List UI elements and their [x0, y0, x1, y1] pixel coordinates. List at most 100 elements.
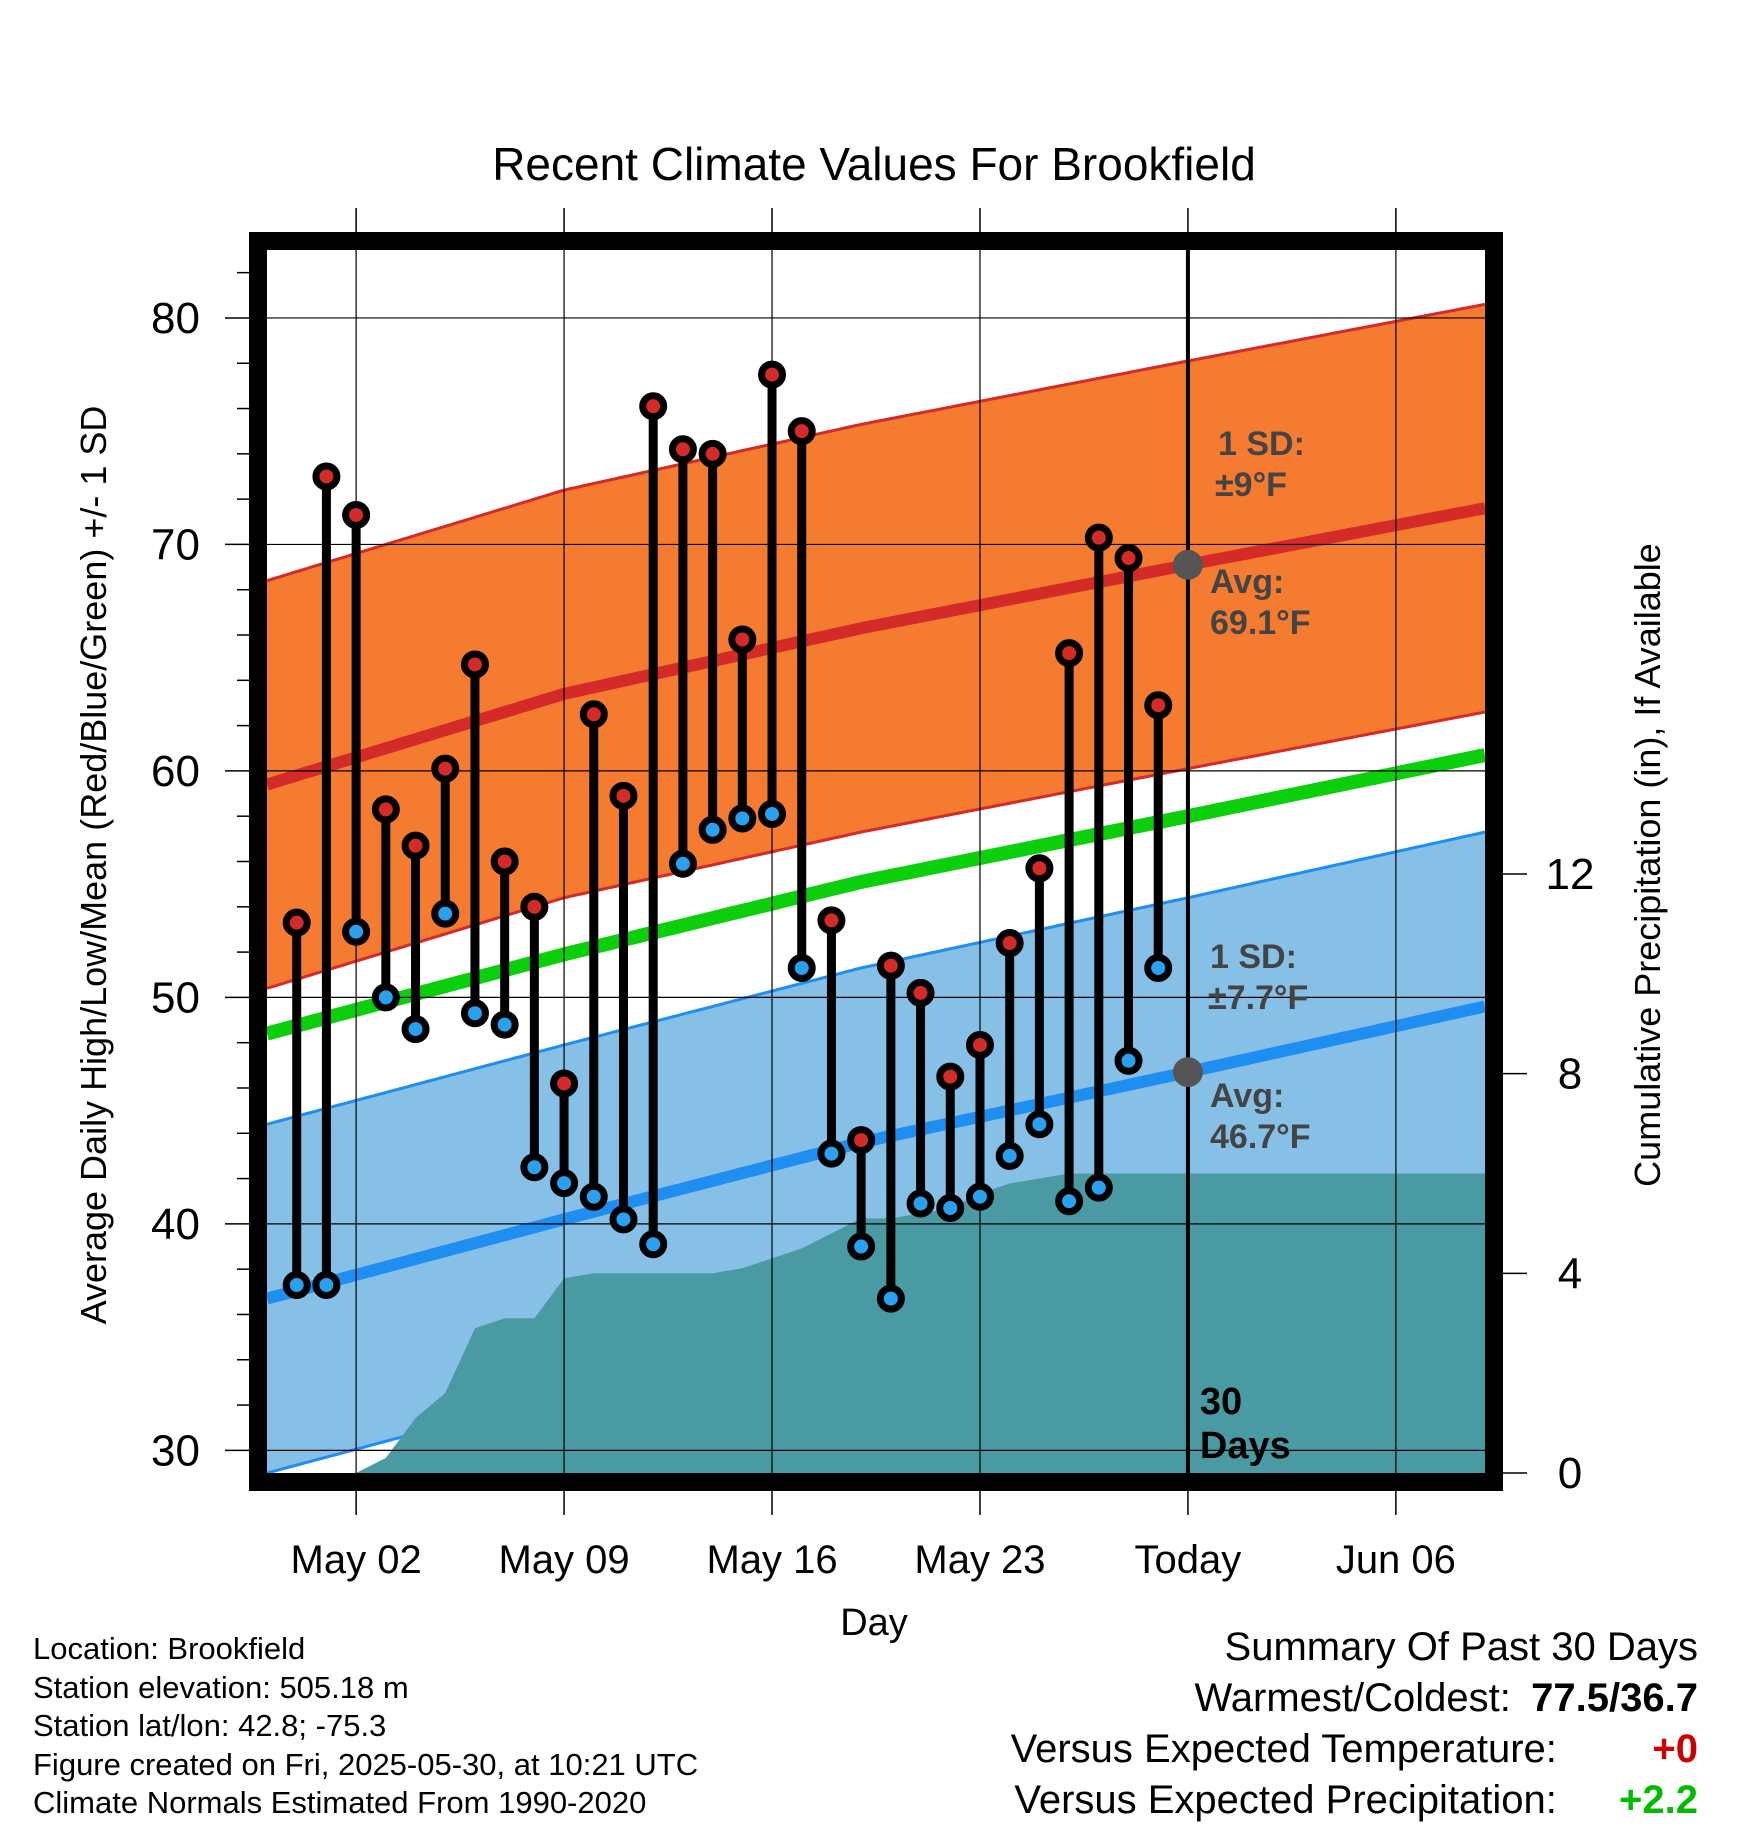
low-sd-value: ±7.7°F [1208, 979, 1308, 1017]
low-point [1084, 1173, 1113, 1202]
warm-cold-value: 77.5/36.7 [1531, 1676, 1698, 1720]
low-point [965, 1182, 994, 1211]
high-point [787, 417, 816, 446]
low-point [342, 917, 371, 946]
warm-cold-label: Warmest/Coldest: [1194, 1676, 1511, 1720]
high-point [1025, 854, 1054, 883]
low-point [817, 1139, 846, 1168]
low-point [609, 1205, 638, 1234]
low-point [936, 1194, 965, 1223]
summary-precip: Versus Expected Precipitation: +2.2 [1011, 1775, 1698, 1826]
low-avg-label: Avg: [1210, 1077, 1284, 1115]
low-point [995, 1141, 1024, 1170]
temp-value: +0 [1652, 1727, 1698, 1771]
summary-title: Summary Of Past 30 Days [1224, 1625, 1698, 1669]
low-avg-line [267, 1000, 1485, 1305]
y-tick-label: 50 [151, 973, 200, 1022]
y2-tick-label: 4 [1558, 1249, 1582, 1298]
low-avg-value: 46.7°F [1210, 1118, 1311, 1156]
y2-tick-label: 8 [1558, 1050, 1582, 1099]
high-point [668, 435, 697, 464]
high-point [342, 500, 371, 529]
x-tick-label: May 09 [498, 1538, 629, 1582]
high-avg-value: 69.1°F [1210, 604, 1311, 642]
high-point [728, 625, 757, 654]
high-avg-label: Avg: [1210, 563, 1284, 601]
high-point [936, 1062, 965, 1091]
x-tick-label: Jun 06 [1336, 1538, 1456, 1582]
low-point [460, 999, 489, 1028]
y-tick-label: 60 [151, 747, 200, 796]
high-point [1084, 523, 1113, 552]
low-point [787, 953, 816, 982]
x-tick-label: May 16 [706, 1538, 837, 1582]
high-point [282, 908, 311, 937]
high-point [401, 831, 430, 860]
today-high-avg-marker [1172, 549, 1203, 580]
high-point [847, 1126, 876, 1155]
high-point [639, 392, 668, 421]
high-point [371, 795, 400, 824]
low-point [371, 983, 400, 1012]
today-days-label-line: Days [1200, 1425, 1291, 1467]
y2-tick-label: 0 [1558, 1449, 1582, 1498]
low-point [1144, 953, 1173, 982]
high-point [1144, 691, 1173, 720]
normals-text: Climate Normals Estimated From 1990-2020 [33, 1785, 647, 1820]
summary-temp: Versus Expected Temperature: +0 [1011, 1724, 1698, 1775]
low-point [431, 899, 460, 928]
precip-value: +2.2 [1619, 1778, 1698, 1822]
plot-frame [249, 232, 1503, 1491]
low-point [1114, 1046, 1143, 1075]
low-point [490, 1010, 519, 1039]
low-sd-label: 1 SD: [1210, 938, 1297, 976]
x-tick-label: May 02 [291, 1538, 422, 1582]
low-point [906, 1189, 935, 1218]
chart-title: Recent Climate Values For Brookfield [492, 138, 1256, 190]
high-avg-line [267, 502, 1485, 791]
low-point [876, 1284, 905, 1313]
low-point [550, 1169, 579, 1198]
high-point [550, 1069, 579, 1098]
y-tick-label: 80 [151, 294, 200, 343]
high-sd-value: ±9°F [1215, 466, 1287, 504]
high-point [1055, 639, 1084, 668]
high-point [431, 754, 460, 783]
high-sd-band [267, 304, 1485, 989]
high-point [758, 360, 787, 389]
high-point [817, 906, 846, 935]
high-point [520, 892, 549, 921]
high-sd-label: 1 SD: [1218, 425, 1305, 463]
mean-avg-line [267, 748, 1485, 1041]
high-point [312, 462, 341, 491]
elevation-text: Station elevation: 505.18 m [33, 1669, 409, 1705]
temp-label: Versus Expected Temperature: [1010, 1727, 1557, 1771]
high-point [965, 1030, 994, 1059]
low-point [520, 1153, 549, 1182]
y2-tick-label: 12 [1546, 850, 1595, 899]
x-tick-label: May 23 [914, 1538, 1045, 1582]
location-text: Location: Brookfield [33, 1631, 306, 1666]
summary-panel: Summary Of Past 30 Days Warmest/Coldest:… [1011, 1622, 1698, 1826]
low-point [728, 804, 757, 833]
low-point [282, 1271, 311, 1300]
precip-area [326, 1173, 1485, 1473]
high-band-lower-edge [267, 710, 1485, 990]
latlon-text: Station lat/lon: 42.8; -75.3 [33, 1708, 387, 1743]
summary-warm-cold: Warmest/Coldest: 77.5/36.7 [1011, 1673, 1699, 1724]
created-text: Figure created on Fri, 2025-05-30, at 10… [33, 1746, 699, 1782]
today-days-label-line: 30 [1200, 1381, 1242, 1423]
low-point [668, 849, 697, 878]
high-point [460, 650, 489, 679]
x-tick-label: Today [1135, 1538, 1242, 1582]
high-point [609, 781, 638, 810]
high-point [876, 951, 905, 980]
low-point [698, 815, 727, 844]
low-point [758, 799, 787, 828]
low-point [1055, 1187, 1084, 1216]
today-days-label: 30 Days [1200, 1381, 1291, 1467]
y2-axis-label: Cumulative Precipitation (in), If Availa… [1627, 543, 1668, 1187]
today-low-avg-marker [1172, 1057, 1203, 1088]
low-point [847, 1232, 876, 1261]
x-axis-label: Day [840, 1602, 908, 1644]
